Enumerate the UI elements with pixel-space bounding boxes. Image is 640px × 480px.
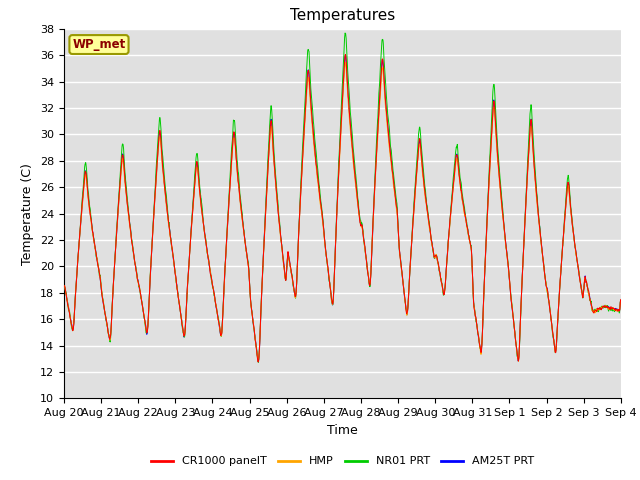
X-axis label: Time: Time [327, 424, 358, 437]
Text: WP_met: WP_met [72, 38, 125, 51]
Legend: CR1000 panelT, HMP, NR01 PRT, AM25T PRT: CR1000 panelT, HMP, NR01 PRT, AM25T PRT [146, 452, 539, 471]
Y-axis label: Temperature (C): Temperature (C) [22, 163, 35, 264]
Title: Temperatures: Temperatures [290, 9, 395, 24]
